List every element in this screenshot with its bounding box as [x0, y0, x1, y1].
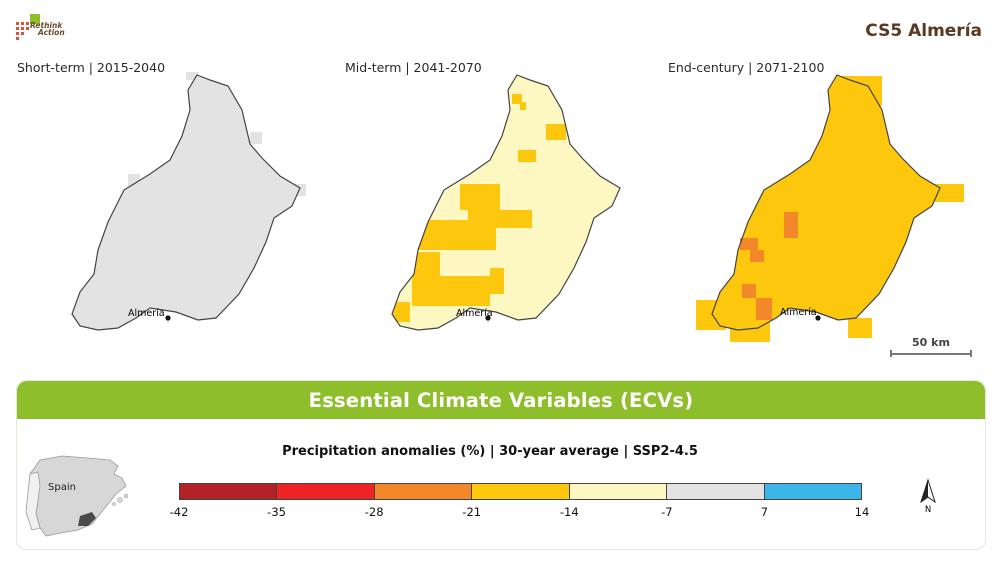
north-label: N — [925, 505, 931, 514]
city-marker — [815, 315, 821, 321]
ecv-panel: Essential Climate Variables (ECVs) — [16, 380, 986, 550]
logo-line-1: Rethink — [30, 21, 63, 30]
map-label-mid-term: Mid-term | 2041-2070 — [345, 60, 482, 75]
colorbar — [179, 483, 862, 500]
colorbar-tick-label: -21 — [462, 505, 482, 519]
spain-inset-map: Spain — [22, 452, 142, 542]
inset-country-label: Spain — [48, 482, 76, 493]
scale-bar-label: 50 km — [912, 336, 950, 349]
ecv-banner-title: Essential Climate Variables (ECVs) — [308, 388, 694, 412]
colorbar-tick-label: 14 — [854, 505, 870, 519]
map-label-short-term: Short-term | 2015-2040 — [17, 60, 166, 75]
north-arrow: N — [916, 478, 940, 515]
almeria-highlight — [78, 512, 96, 526]
city-label: Almería — [456, 308, 493, 319]
colorbar-segment — [374, 484, 473, 499]
province-outline-end-century — [711, 74, 941, 331]
city-label: Almería — [780, 307, 817, 318]
logo-icon — [16, 14, 40, 40]
colorbar-tick-label: -28 — [364, 505, 384, 519]
map-label-end-century: End-century | 2071-2100 — [668, 60, 825, 75]
logo-text: Rethink Action — [30, 21, 65, 37]
province-outline-mid-term — [391, 74, 621, 331]
colorbar-tick-label: -7 — [661, 505, 673, 519]
province-outline-short-term — [71, 74, 301, 331]
colorbar-ticks: -42 -35 -28 -21 -14 -7 7 14 — [170, 505, 870, 519]
colorbar-tick-label: -42 — [169, 505, 189, 519]
strong-anomaly-cells — [740, 212, 798, 320]
colorbar-segment — [764, 484, 861, 499]
rethink-action-logo — [14, 12, 84, 48]
city-label: Almería — [128, 308, 165, 319]
scale-bar: 50 km — [890, 336, 972, 357]
north-arrow-icon: N — [920, 478, 936, 515]
colorbar-segment — [472, 484, 570, 499]
case-study-title: CS5 Almería — [865, 21, 982, 41]
map-mid-term: Almería — [372, 72, 672, 357]
scale-bar-line — [890, 350, 972, 357]
city-marker — [485, 315, 491, 321]
colorbar-segment — [180, 484, 278, 499]
colorbar-tick-label: -35 — [267, 505, 286, 519]
colorbar-segment — [569, 484, 668, 499]
colorbar-tick-label: 7 — [760, 505, 769, 519]
colorbar-segment — [667, 484, 765, 499]
city-marker — [165, 315, 171, 321]
map-short-term: Almería — [52, 72, 352, 357]
map-end-century: Almería — [692, 72, 992, 357]
colorbar-segment — [277, 484, 375, 499]
anomaly-grid-mid-term — [392, 75, 620, 330]
ecv-banner: Essential Climate Variables (ECVs) — [17, 381, 985, 419]
logo-line-2: Action — [38, 28, 65, 37]
colorbar-tick-label: -14 — [559, 505, 579, 519]
legend-title: Precipitation anomalies (%) | 30-year av… — [282, 444, 698, 459]
